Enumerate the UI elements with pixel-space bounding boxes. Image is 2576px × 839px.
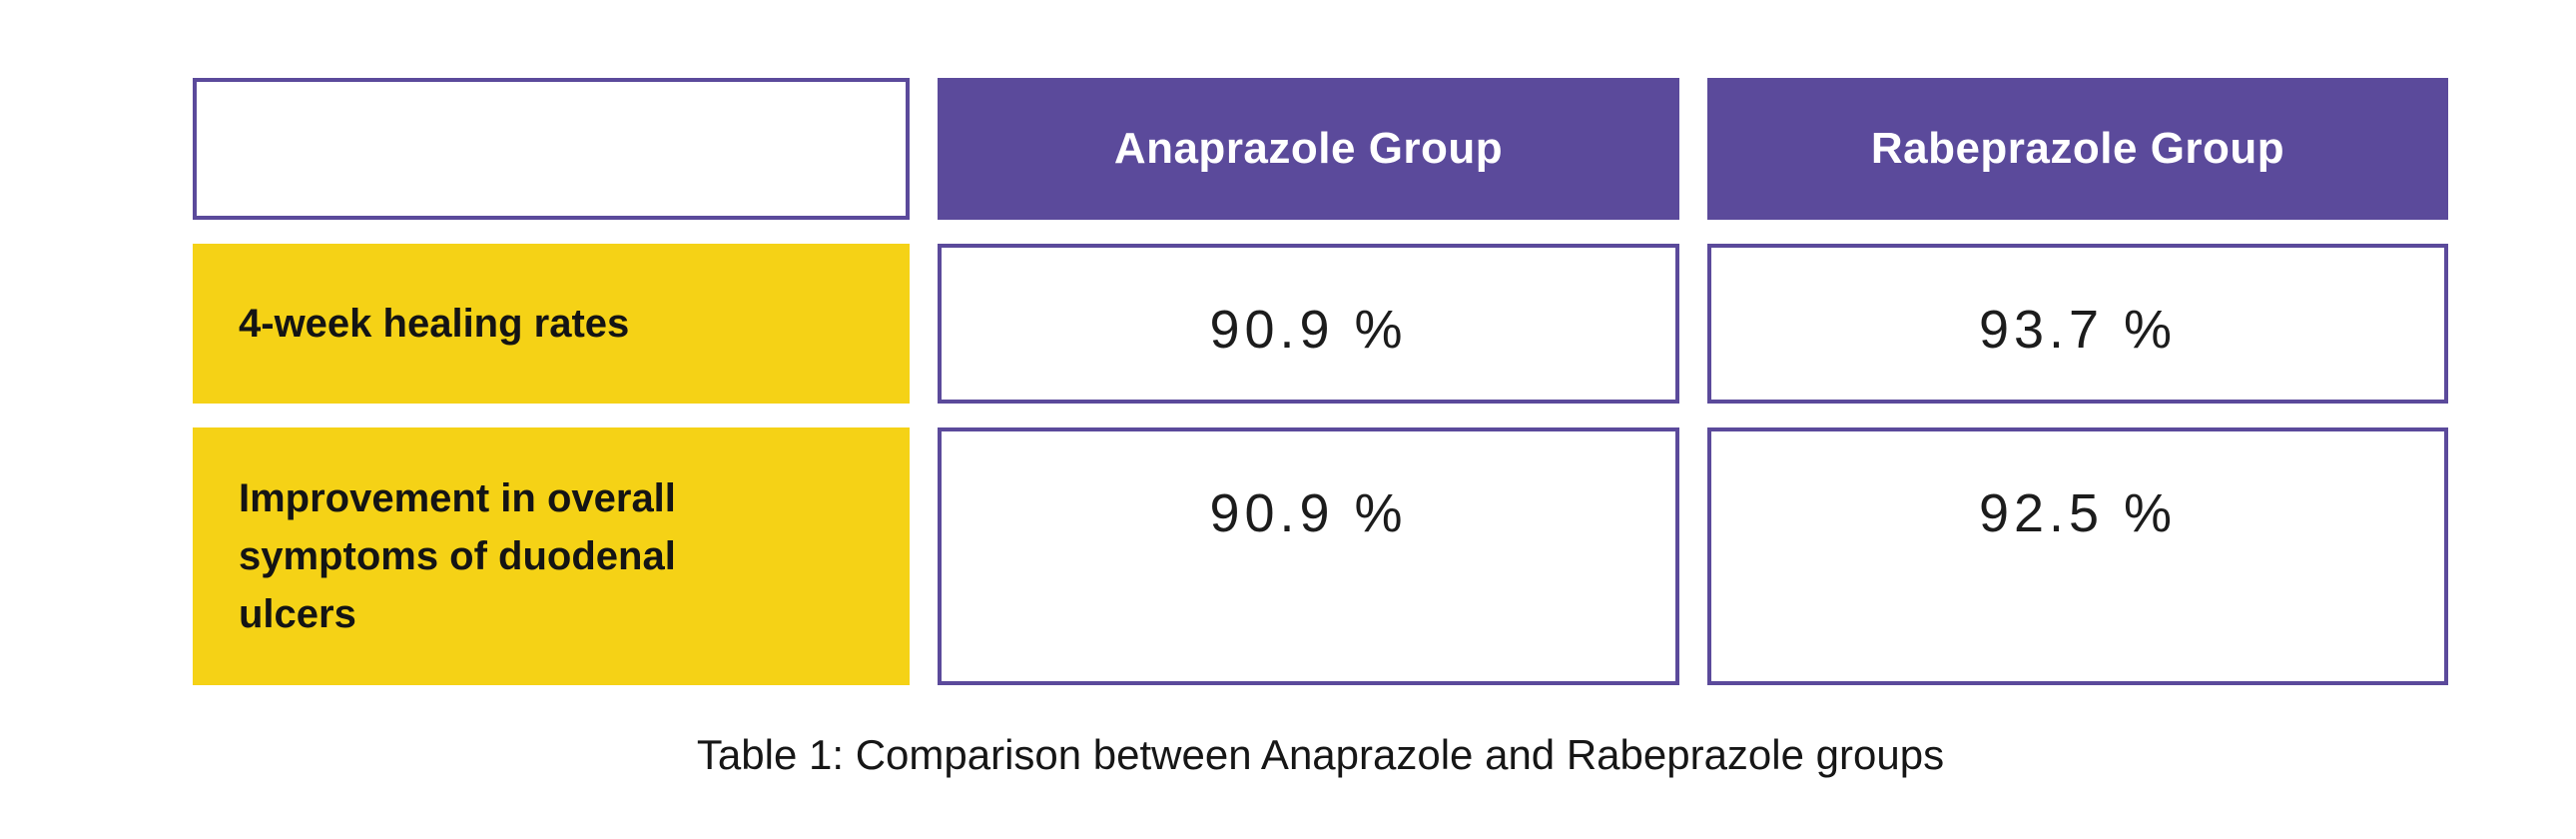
table-caption: Table 1: Comparison between Anaprazole a… [696, 731, 1945, 778]
comparison-table: Anaprazole Group Rabeprazole Group 4-wee… [193, 78, 2448, 685]
value-symptoms-rabeprazole: 92.5 % [1707, 427, 2448, 685]
row-label-symptom-improvement: Improvement in overall symptoms of duode… [193, 427, 910, 685]
value-symptoms-anaprazole: 90.9 % [938, 427, 1679, 685]
value-healing-anaprazole: 90.9 % [938, 244, 1679, 404]
row-label-healing-rates: 4-week healing rates [193, 244, 910, 404]
value-healing-rabeprazole: 93.7 % [1707, 244, 2448, 404]
table-corner-cell [193, 78, 910, 220]
column-header-anaprazole: Anaprazole Group [938, 78, 1679, 220]
column-header-rabeprazole: Rabeprazole Group [1707, 78, 2448, 220]
